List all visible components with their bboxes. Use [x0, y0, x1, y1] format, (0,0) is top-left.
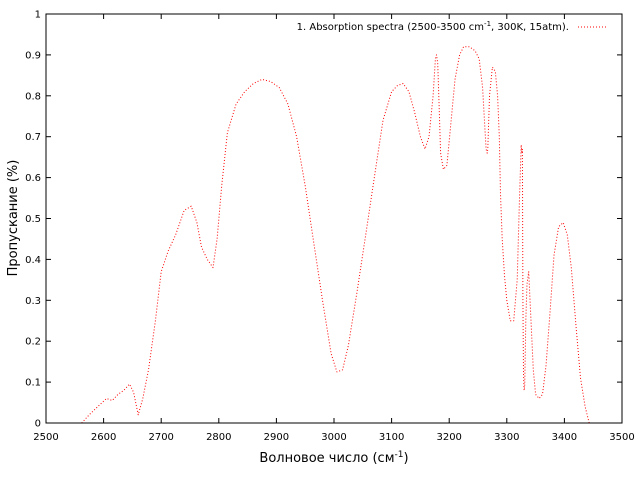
x-tick-label: 3200 [436, 432, 461, 443]
legend: 1. Absorption spectra (2500-3500 cm-1, 3… [297, 20, 608, 33]
x-tick-label: 3000 [321, 432, 346, 443]
x-axis-title-main: Волновое число (см [259, 451, 394, 466]
x-axis-title-sup: -1 [395, 450, 404, 460]
y-tick-label: 1 [35, 10, 41, 21]
x-tick-label: 3100 [379, 432, 404, 443]
y-tick-label: 0.7 [25, 132, 41, 143]
plot-frame [45, 13, 623, 424]
x-tick-label: 2800 [206, 432, 231, 443]
legend-label-end: , 300K, 15atm). [491, 22, 569, 33]
ticks-layer: 2500 2600 2700 2800 2900 3000 3100 3200 3300 3400… [25, 10, 635, 444]
y-tick-label: 0.2 [25, 337, 41, 348]
x-tick-label: 3400 [552, 432, 577, 443]
y-tick-label: 0.9 [25, 50, 41, 61]
y-tick-label: 0.8 [25, 91, 41, 102]
legend-label-main: 1. Absorption spectra (2500-3500 cm [297, 22, 484, 33]
y-axis-title: Пропускание (%) [6, 160, 21, 277]
x-tick-label: 2600 [91, 432, 116, 443]
x-axis-title-end: ) [403, 451, 408, 466]
y-tick-label: 0.5 [25, 214, 41, 225]
legend-label-sup: -1 [484, 20, 491, 28]
x-tick-label: 3300 [494, 432, 519, 443]
y-tick-label: 0.1 [25, 378, 41, 389]
x-tick-label: 3500 [609, 432, 634, 443]
x-tick-label: 2900 [264, 432, 289, 443]
x-axis-title: Волновое число (см-1) [259, 450, 408, 466]
series-layer [81, 46, 590, 424]
x-tick-label: 2700 [148, 432, 173, 443]
series-line [81, 46, 590, 424]
y-tick-label: 0.6 [25, 173, 41, 184]
y-tick-label: 0.3 [25, 296, 41, 307]
y-tick-label: 0 [35, 419, 41, 430]
y-tick-label: 0.4 [25, 255, 41, 266]
legend-label: 1. Absorption spectra (2500-3500 cm-1, 3… [297, 20, 569, 33]
x-tick-label: 2500 [33, 432, 58, 443]
